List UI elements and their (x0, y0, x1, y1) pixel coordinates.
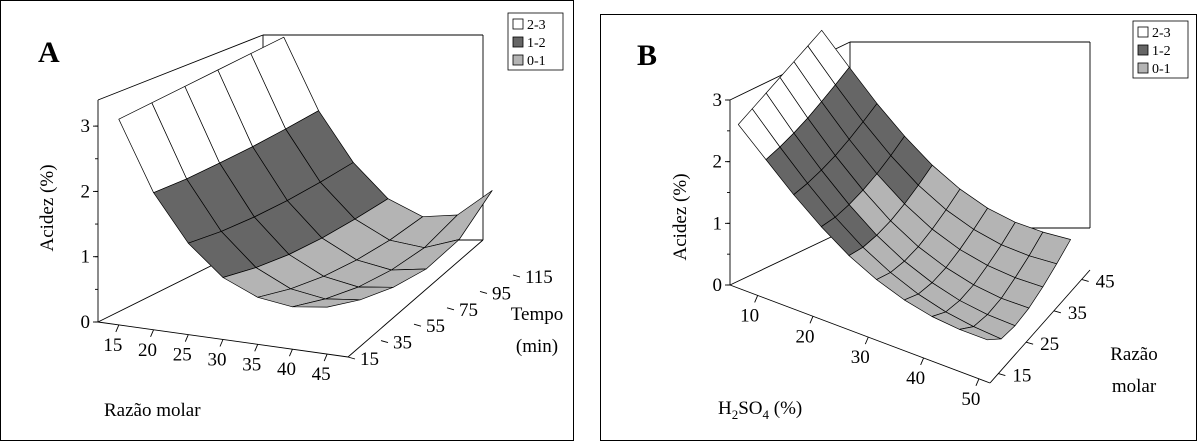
panel-a-y-tick-mark (413, 323, 422, 327)
panel-a-legend: 2-3 1-2 0-1 (507, 12, 564, 71)
legend-swatch-0-1 (512, 54, 524, 66)
panel-a-x-tick-mark (219, 339, 224, 347)
panel-b-x-tick-mark (975, 378, 980, 387)
panel-b-y-tick-mark (1081, 278, 1089, 282)
panel-a-z-tick-label: 0 (81, 312, 91, 333)
panel-a-y-tick-mark (380, 340, 389, 344)
panel-b-x-tick-label: 30 (851, 347, 870, 368)
panel-b-ticks: 0 1 2 3 10 20 30 40 50 15 25 35 45 (713, 90, 1115, 410)
panel-b-z-axis-title: Acidez (%) (670, 173, 691, 260)
panel-a-y-tick-mark (512, 274, 521, 278)
panel-b-y-tick-mark (1053, 310, 1062, 314)
panel-a-x-tick-mark (323, 353, 328, 362)
panel-b-x-tick-mark (864, 336, 869, 345)
panel-b-x-axis-title: H2SO4 (%) (718, 398, 802, 422)
panel-a-ticks: 0 1 2 3 15 20 25 30 35 40 45 15 35 55 75 95 115 (81, 116, 553, 385)
panel-a-y-tick-label: 75 (459, 300, 478, 321)
panel-a-y-tick-mark (479, 290, 488, 294)
panel-a-y-tick-mark (446, 307, 455, 311)
panel-a-z-tick-label: 1 (81, 247, 91, 268)
legend-label-0-1: 0-1 (1152, 62, 1171, 77)
panel-a-x-tick-label: 20 (138, 340, 157, 361)
panel-a-y-axis-title-line2: (min) (516, 336, 558, 357)
panel-b-x-tick-mark (754, 295, 759, 303)
panel-a-surface (118, 36, 493, 308)
panel-a-surface-cell (292, 298, 361, 308)
panel-a-x-tick-mark (150, 329, 154, 337)
legend-label-1-2: 1-2 (527, 36, 546, 51)
panel-b-y-tick-label: 15 (1012, 366, 1031, 387)
panel-b-z-tick-label: 0 (713, 275, 723, 296)
panel-b-x-tick-mark (920, 357, 925, 366)
legend-swatch-2-3 (512, 18, 524, 30)
legend-swatch-0-1 (1137, 62, 1149, 74)
panel-b-z-tick-label: 1 (713, 213, 723, 234)
panel-a-y-tick-label: 55 (426, 316, 445, 337)
panel-a-x-tick-mark (115, 324, 120, 333)
panel-b-surface (737, 29, 1071, 341)
panel-a-z-tick-label: 3 (81, 116, 91, 137)
panel-b-z-tick-label: 2 (713, 152, 723, 173)
legend-label-0-1: 0-1 (527, 54, 546, 69)
panel-b-x-tick-label: 10 (740, 305, 759, 326)
panel-a-x-tick-mark (254, 344, 259, 352)
panel-b-y-tick-mark (998, 373, 1006, 377)
panel-b-y-tick-label: 35 (1068, 303, 1087, 324)
panel-b-letter: B (637, 39, 657, 72)
panel-a-x-tick-label: 40 (277, 359, 296, 380)
panel-b-x-tick-label: 40 (906, 368, 925, 389)
panel-a-x-axis-title: Razão molar (104, 400, 201, 421)
legend-label-2-3: 2-3 (527, 18, 546, 33)
panel-b-y-tick-mark (1025, 341, 1034, 345)
panel-a-x-tick-mark (184, 334, 189, 342)
panel-a-x-tick-label: 35 (242, 354, 261, 375)
legend-swatch-1-2 (1137, 44, 1149, 56)
panel-a-z-axis-title: Acidez (%) (37, 164, 58, 251)
legend-label-1-2: 1-2 (1152, 44, 1171, 59)
panel-a-x-tick-label: 45 (312, 364, 331, 385)
panel-a-y-tick-label: 115 (525, 267, 553, 288)
panel-b-x-tick-label: 20 (795, 326, 814, 347)
legend-label-2-3: 2-3 (1152, 26, 1171, 41)
panel-a-x-tick-label: 30 (208, 350, 227, 371)
panel-b-y-tick-label: 45 (1096, 271, 1115, 292)
panel-a-x-tick-mark (289, 349, 293, 357)
panel-b-x-tick-mark (809, 316, 814, 324)
panel-b-y-axis-title-line1: Razão (1110, 344, 1157, 365)
panel-a-y-tick-mark (347, 356, 356, 360)
panel-b-legend: 2-3 1-2 0-1 (1132, 20, 1189, 79)
panel-b-y-tick-label: 25 (1040, 334, 1059, 355)
panel-a-x-tick-label: 15 (103, 335, 122, 356)
panel-a-y-axis-title-line1: Tempo (511, 304, 564, 325)
panel-a-x-tick-label: 25 (173, 345, 192, 366)
panel-b-z-tick-label: 3 (713, 90, 723, 111)
panel-b-x-tick-label: 50 (961, 389, 980, 410)
panel-b-surface-cell (959, 326, 1002, 341)
panel-a-z-tick-label: 2 (81, 181, 91, 202)
legend-swatch-2-3 (1137, 26, 1149, 38)
panel-a-y-tick-label: 15 (360, 349, 379, 370)
panel-a-y-tick-label: 95 (492, 283, 511, 304)
chart-panel-b: B 0 1 2 3 10 20 30 40 50 15 25 35 45 Acidez (%) H2SO… (600, 14, 1197, 441)
panel-a-letter: A (38, 36, 60, 69)
panel-a-y-tick-label: 35 (393, 333, 412, 354)
legend-swatch-1-2 (512, 36, 524, 48)
chart-panel-a: A 0 1 2 3 15 20 25 30 35 40 45 15 35 55 75 95 115 Acidez… (0, 0, 574, 441)
panel-b-y-axis-title-line2: molar (1112, 376, 1157, 397)
